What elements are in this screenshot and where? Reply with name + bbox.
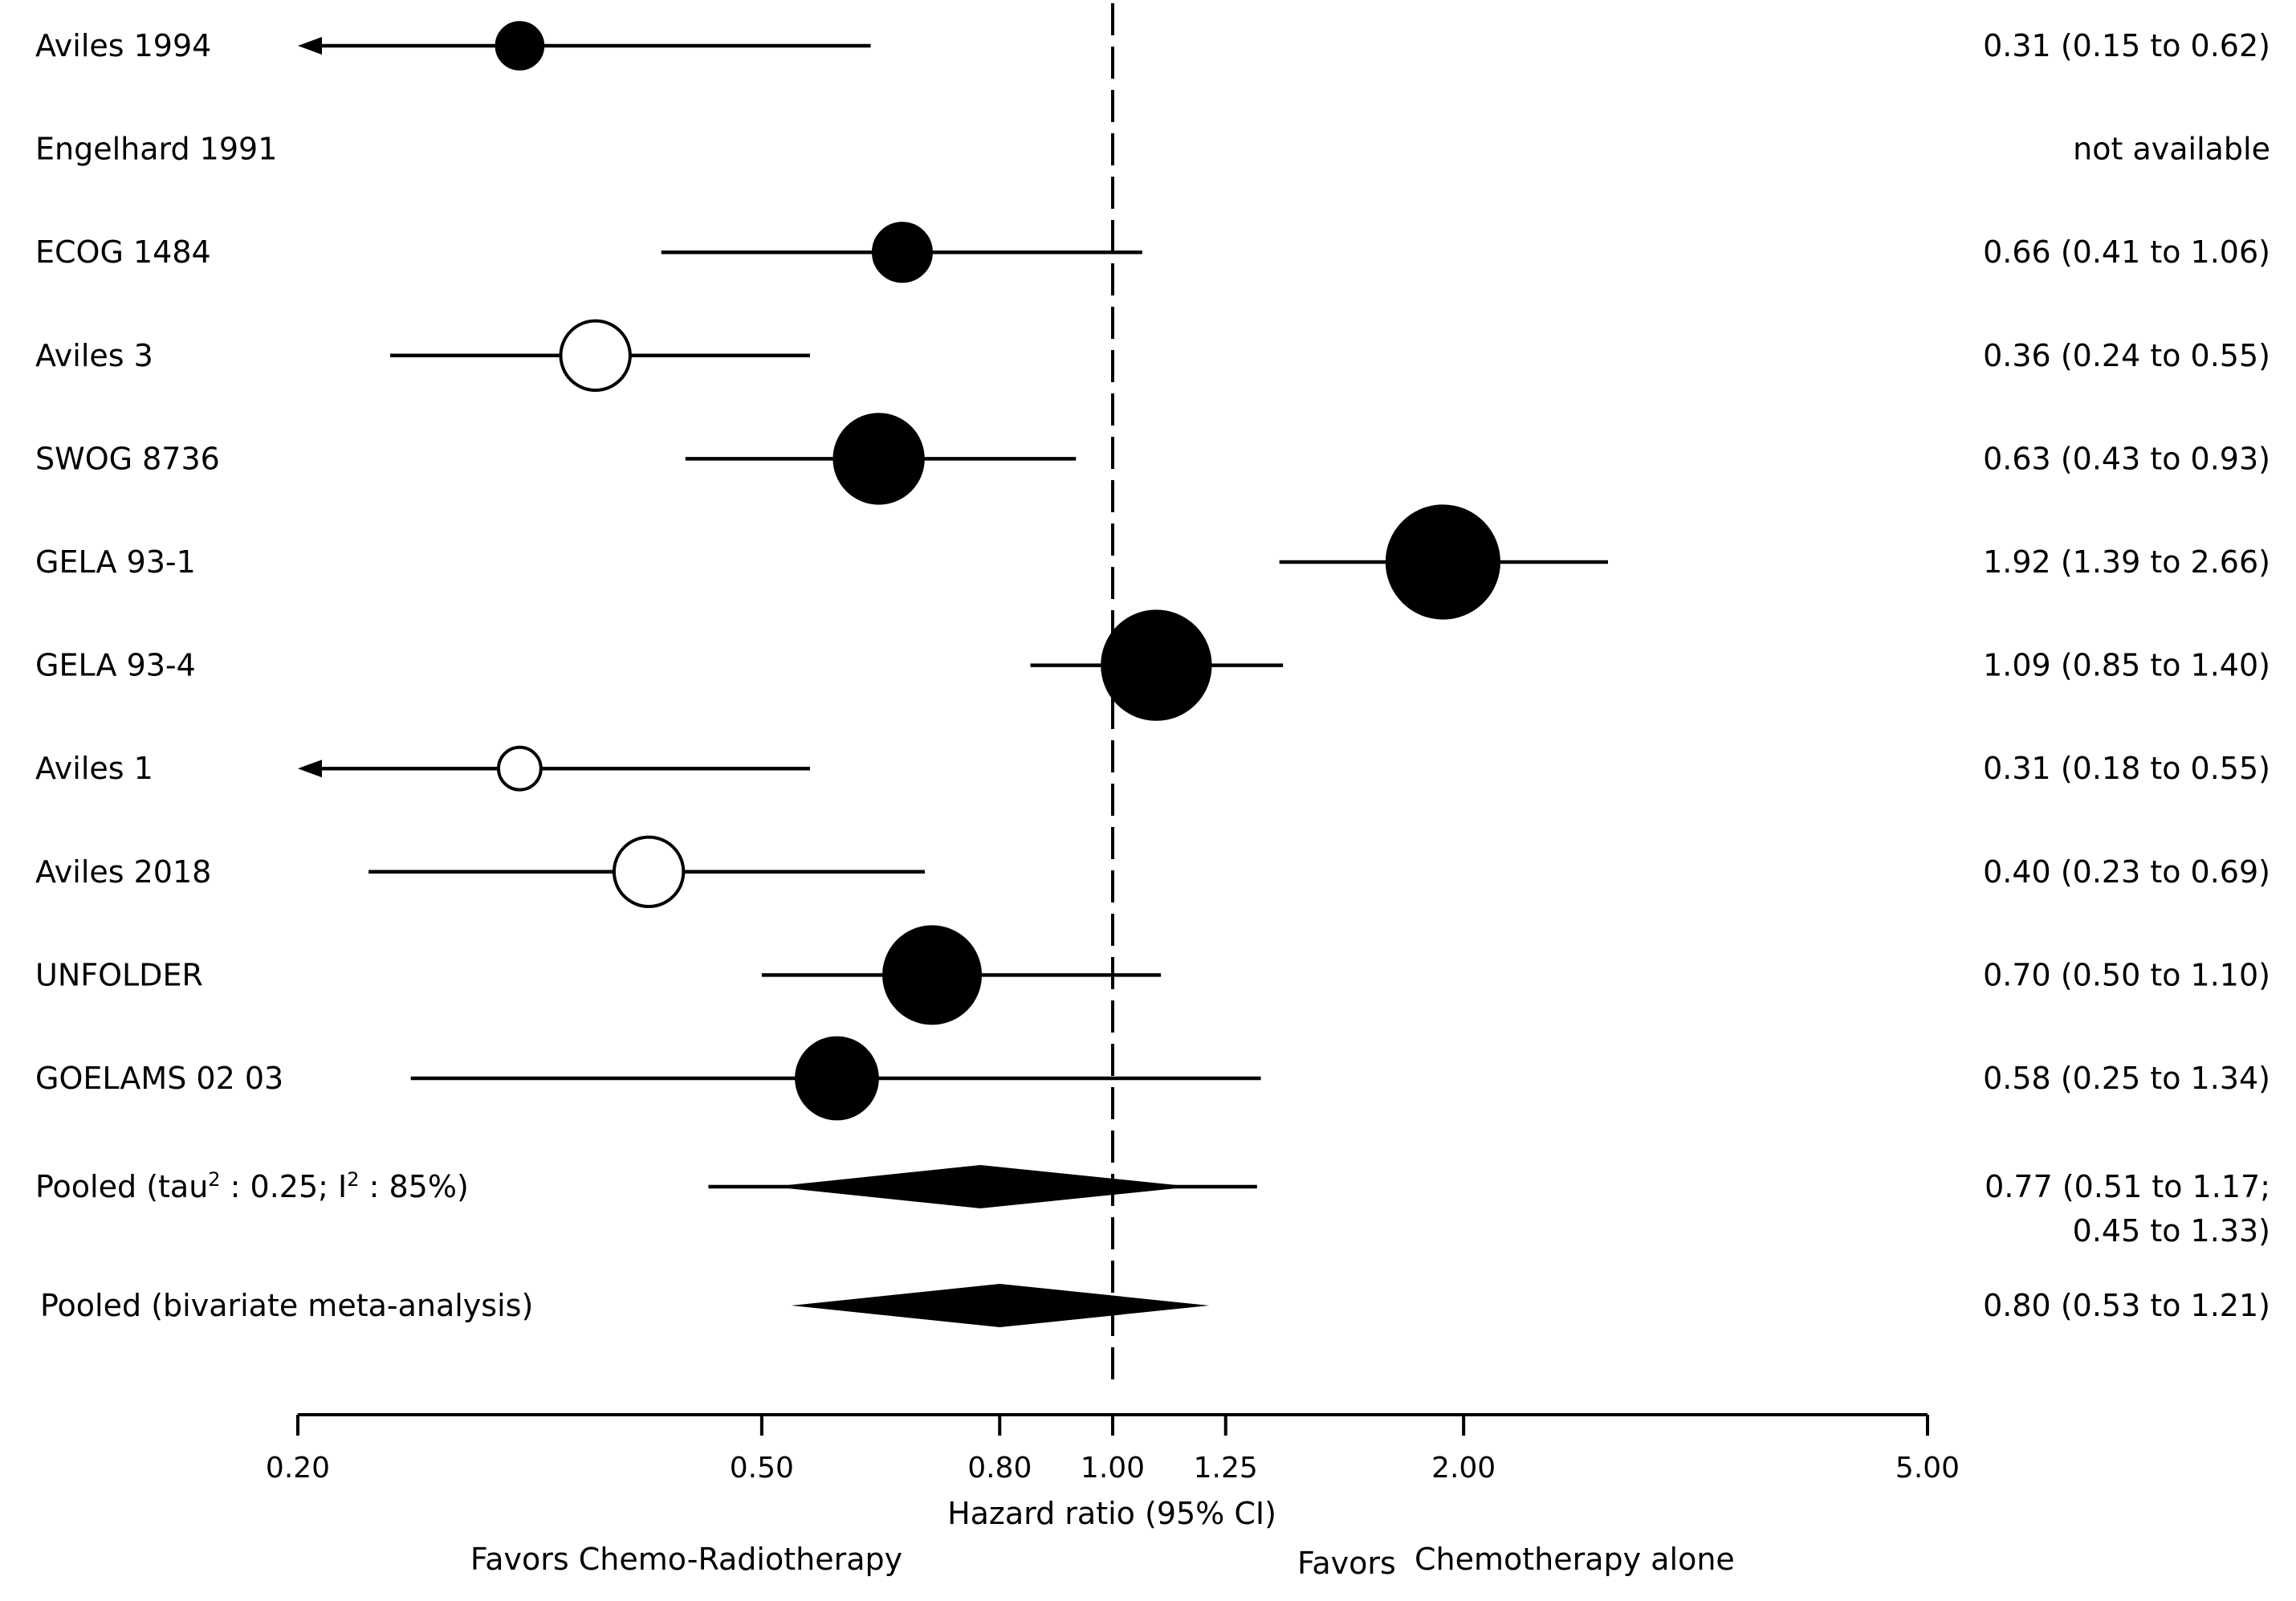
point-unfolder <box>882 925 983 1025</box>
study-label-aviles-1: Aviles 1 <box>35 751 153 786</box>
study-label-goelams-02-03: GOELAMS 02 03 <box>35 1061 283 1096</box>
study-label-aviles-1994: Aviles 1994 <box>35 28 211 63</box>
study-label-unfolder: UNFOLDER <box>35 957 203 992</box>
point-aviles-2018 <box>612 835 686 909</box>
study-label-ecog-1484: ECOG 1484 <box>35 234 211 270</box>
arrow-left-aviles-1994 <box>298 37 322 55</box>
x-tick-label-0-20: 0.20 <box>266 1452 330 1485</box>
point-gela-93-1 <box>1385 504 1500 620</box>
study-label-pooled-bivariate: Pooled (bivariate meta-analysis) <box>40 1288 533 1323</box>
result-text-aviles-3: 0.36 (0.24 to 0.55) <box>1983 338 2270 373</box>
result-text-aviles-2018: 0.40 (0.23 to 0.69) <box>1983 854 2270 890</box>
result-texts: 0.31 (0.15 to 0.62) not available 0.66 (0.… <box>1983 28 2270 1323</box>
forest-marks <box>298 3 1608 1389</box>
x-tick-label-5-00: 5.00 <box>1895 1452 1960 1485</box>
study-label-engelhard-1991: Engelhard 1991 <box>35 132 277 167</box>
result-text-swog-8736: 0.63 (0.43 to 0.93) <box>1983 441 2270 476</box>
study-label-aviles-3: Aviles 3 <box>35 338 153 373</box>
result-text-pooled-random-line2: 0.45 to 1.33) <box>2073 1213 2270 1249</box>
result-text-gela-93-4: 1.09 (0.85 to 1.40) <box>1983 648 2270 683</box>
arrow-left-aviles-1 <box>298 760 322 778</box>
x-axis: 0.20 0.50 0.80 1.00 1.25 2.00 5.00 Hazard ratio… <box>266 1413 1960 1581</box>
point-goelams-02-03 <box>795 1036 879 1121</box>
diamond-pooled-bivariate <box>791 1284 1210 1327</box>
point-aviles-3 <box>559 319 632 392</box>
result-text-engelhard-1991: not available <box>2073 132 2270 167</box>
study-label-swog-8736: SWOG 8736 <box>35 441 220 476</box>
result-text-gela-93-1: 1.92 (1.39 to 2.66) <box>1983 544 2270 580</box>
point-ecog-1484 <box>871 222 933 283</box>
point-gela-93-4 <box>1101 609 1212 721</box>
result-text-pooled-random-line1: 0.77 (0.51 to 1.17; <box>1985 1169 2270 1204</box>
favors-right-label: Chemotherapy alone <box>1415 1542 1735 1577</box>
result-text-aviles-1: 0.31 (0.18 to 0.55) <box>1983 751 2270 786</box>
x-tick-label-0-80: 0.80 <box>967 1452 1032 1485</box>
point-aviles-1 <box>496 745 543 792</box>
x-tick-label-0-50: 0.50 <box>730 1452 794 1485</box>
x-axis-title: Hazard ratio (95% CI) <box>947 1496 1276 1531</box>
study-labels: Aviles 1994 Engelhard 1991 ECOG 1484 Aviles… <box>35 28 533 1323</box>
study-label-pooled-random: Pooled (tau2 : 0.25; I2 : 85%) <box>35 1168 469 1204</box>
result-text-goelams-02-03: 0.58 (0.25 to 1.34) <box>1983 1061 2270 1096</box>
x-tick-label-1-00: 1.00 <box>1081 1452 1145 1485</box>
result-text-pooled-bivariate: 0.80 (0.53 to 1.21) <box>1983 1288 2270 1323</box>
study-label-aviles-2018: Aviles 2018 <box>35 854 211 890</box>
favors-right-prefix: Favors <box>1297 1546 1396 1581</box>
favors-left-label: Favors Chemo-Radiotherapy <box>470 1542 902 1577</box>
result-text-unfolder: 0.70 (0.50 to 1.10) <box>1983 957 2270 992</box>
point-aviles-1994 <box>495 21 545 71</box>
x-tick-label-2-00: 2.00 <box>1431 1452 1496 1485</box>
point-swog-8736 <box>833 413 925 505</box>
result-text-ecog-1484: 0.66 (0.41 to 1.06) <box>1983 234 2270 270</box>
study-label-gela-93-4: GELA 93-4 <box>35 648 196 683</box>
result-text-aviles-1994: 0.31 (0.15 to 0.62) <box>1983 28 2270 63</box>
x-tick-label-1-25: 1.25 <box>1194 1452 1258 1485</box>
study-label-gela-93-1: GELA 93-1 <box>35 544 196 580</box>
diamond-pooled-random <box>771 1165 1193 1208</box>
